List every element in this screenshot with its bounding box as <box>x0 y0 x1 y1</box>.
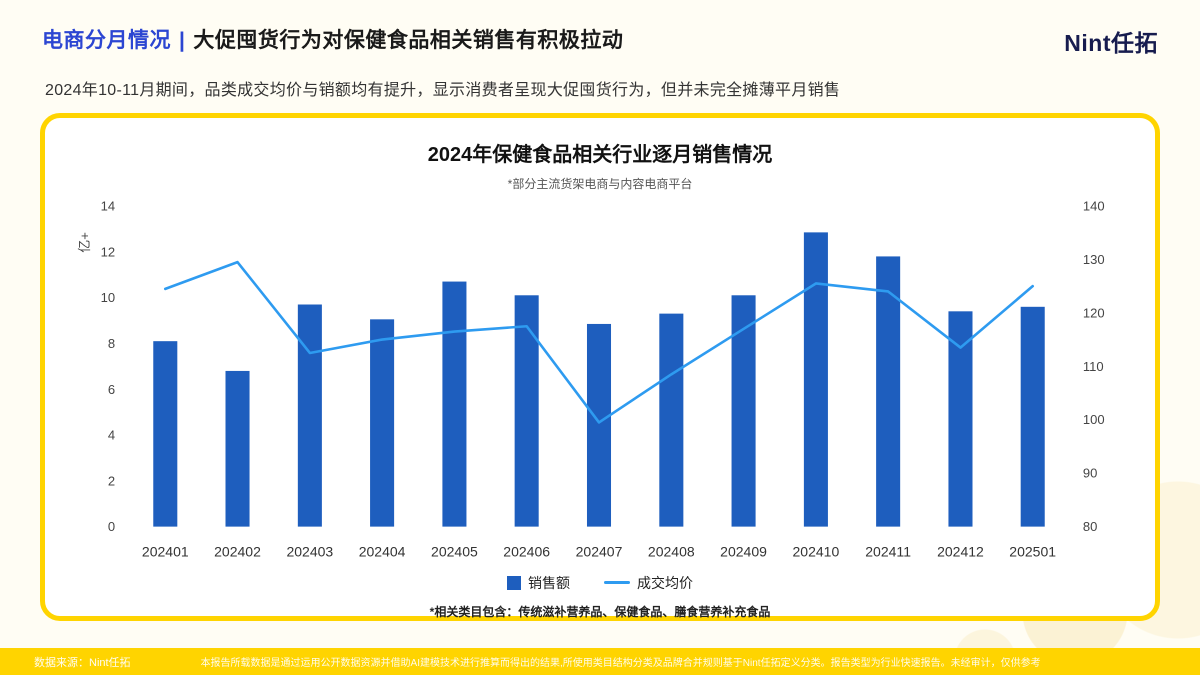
right-axis-tick: 100 <box>1083 412 1105 427</box>
title-divider: | <box>179 29 186 52</box>
legend-label-avg-price: 成交均价 <box>637 574 693 591</box>
disclaimer: 本报告所载数据是通过运用公开数据资源并借助AI建模技术进行推算而得出的结果,所使… <box>200 658 1041 669</box>
right-axis-tick: 90 <box>1083 466 1097 481</box>
x-axis-label: 202501 <box>1009 544 1056 560</box>
x-axis-label: 202407 <box>576 544 623 560</box>
sales-bar[interactable] <box>803 232 828 527</box>
left-axis-unit-label: 亿+ <box>77 232 92 253</box>
sales-bar[interactable] <box>586 323 612 527</box>
left-axis-tick: 8 <box>108 336 115 351</box>
x-axis-label: 202408 <box>648 544 695 560</box>
bar-swatch-icon <box>507 575 521 590</box>
x-axis-label: 202410 <box>793 544 840 560</box>
left-axis-tick: 0 <box>108 519 115 534</box>
chart-subtitle: *部分主流货架电商与内容电商平台 <box>507 177 693 191</box>
x-axis-label: 202406 <box>503 544 550 560</box>
x-axis-label: 202405 <box>431 544 478 560</box>
x-axis-label: 202401 <box>142 544 189 560</box>
sales-bar[interactable] <box>442 281 467 527</box>
left-axis-tick: 10 <box>101 290 115 305</box>
right-axis-tick: 130 <box>1083 252 1105 267</box>
sales-bar[interactable] <box>153 341 178 527</box>
x-axis-label: 202403 <box>286 544 333 560</box>
legend-label-sales: 销售额 <box>528 574 570 591</box>
right-axis-tick: 120 <box>1083 305 1105 320</box>
sales-bar[interactable] <box>370 319 395 527</box>
sales-bar[interactable] <box>659 313 684 527</box>
page-title-accent: 电商分月情况 <box>42 29 171 52</box>
nint-logo: Nint任拓 <box>1064 30 1158 56</box>
sales-bar[interactable] <box>876 256 901 527</box>
page-title: 电商分月情况 | 大促囤货行为对保健食品相关销售有积极拉动 <box>42 24 623 54</box>
right-axis-tick: 140 <box>1083 199 1105 214</box>
sales-bar[interactable] <box>1020 306 1045 527</box>
legend-item-sales[interactable]: 销售额 <box>507 573 570 593</box>
x-axis-label: 202412 <box>937 544 984 560</box>
sales-bar[interactable] <box>297 304 322 527</box>
right-axis-tick: 80 <box>1083 519 1097 534</box>
data-source: 数据来源：Nint任拓 <box>34 656 131 669</box>
chart-card: 2024年保健食品相关行业逐月销售情况 *部分主流货架电商与内容电商平台 0 2 4… <box>40 113 1160 621</box>
page-subtitle: 2024年10-11月期间，品类成交均价与销额均有提升，显示消费者呈现大促囤货行… <box>45 82 841 99</box>
chart-legend: 销售额 成交均价 <box>67 573 1133 593</box>
header: 电商分月情况 | 大促囤货行为对保健食品相关销售有积极拉动 Nint任拓 <box>42 24 1158 58</box>
left-axis-tick: 12 <box>101 244 115 259</box>
x-axis-label: 202404 <box>359 544 406 560</box>
avg-price-line[interactable] <box>163 260 1035 424</box>
line-swatch-icon <box>604 581 630 585</box>
legend-item-avg-price[interactable]: 成交均价 <box>604 573 693 593</box>
right-axis-tick: 110 <box>1083 359 1104 374</box>
left-axis-tick: 6 <box>108 382 115 397</box>
left-axis-tick: 4 <box>108 428 115 443</box>
monthly-sales-chart: 0 2 4 6 8 10 12 14 80 90 100 110 120 130 140 亿+ 202401 20… <box>77 199 1105 560</box>
sales-bar[interactable] <box>225 370 250 527</box>
x-axis-label: 202409 <box>720 544 767 560</box>
sales-bar[interactable] <box>948 311 973 527</box>
left-axis-tick: 2 <box>108 473 115 488</box>
chart-footnote: *相关类目包含：传统滋补营养品、保健食品、膳食营养补充食品 <box>429 604 771 619</box>
left-axis-tick: 14 <box>101 199 115 214</box>
page-title-main: 大促囤货行为对保健食品相关销售有积极拉动 <box>193 29 624 52</box>
sales-bar[interactable] <box>514 295 539 527</box>
x-axis-label: 202402 <box>214 544 261 560</box>
footer-bar: 数据来源：Nint任拓 本报告所载数据是通过运用公开数据资源并借助AI建模技术进… <box>0 648 1200 675</box>
chart-title: 2024年保健食品相关行业逐月销售情况 <box>427 144 773 166</box>
x-axis-label: 202411 <box>865 544 911 560</box>
